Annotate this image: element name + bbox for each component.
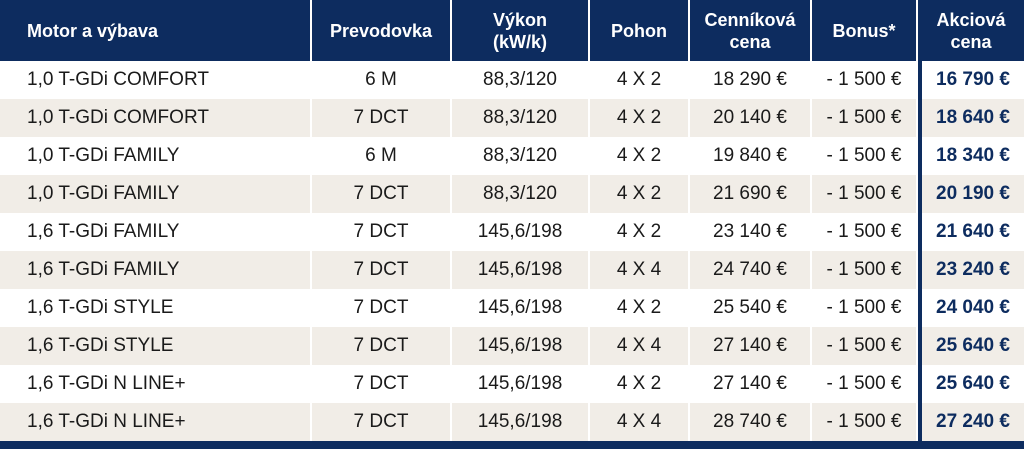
table-row: 1,0 T-GDi COMFORT 6 M 88,3/120 4 X 2 18 … <box>0 61 1024 99</box>
cell-pohon: 4 X 2 <box>590 365 690 403</box>
cell-cennikova-cena: 25 540 € <box>690 289 812 327</box>
cell-motor: 1,0 T-GDi COMFORT <box>0 61 312 99</box>
cell-bonus: - 1 500 € <box>812 99 918 137</box>
header-pohon: Pohon <box>590 0 690 61</box>
cell-motor: 1,6 T-GDi FAMILY <box>0 213 312 251</box>
cell-vykon: 145,6/198 <box>452 289 590 327</box>
cell-cennikova-cena: 27 140 € <box>690 365 812 403</box>
cell-motor: 1,6 T-GDi STYLE <box>0 327 312 365</box>
cell-akciova-cena: 20 190 € <box>918 175 1024 213</box>
cell-prevodovka: 7 DCT <box>312 403 452 441</box>
cell-motor: 1,0 T-GDi FAMILY <box>0 175 312 213</box>
cell-akciova-cena: 25 640 € <box>918 327 1024 365</box>
cell-motor: 1,0 T-GDi FAMILY <box>0 137 312 175</box>
cell-vykon: 145,6/198 <box>452 403 590 441</box>
cell-akciova-cena: 18 340 € <box>918 137 1024 175</box>
header-akciova-cena: Akciová cena <box>936 9 1006 52</box>
cell-prevodovka: 7 DCT <box>312 213 452 251</box>
cell-prevodovka: 7 DCT <box>312 175 452 213</box>
table-row: 1,6 T-GDi N LINE+ 7 DCT 145,6/198 4 X 4 … <box>0 403 1024 441</box>
cell-bonus: - 1 500 € <box>812 137 918 175</box>
table-row: 1,6 T-GDi N LINE+ 7 DCT 145,6/198 4 X 2 … <box>0 365 1024 403</box>
cell-motor: 1,0 T-GDi COMFORT <box>0 99 312 137</box>
cell-vykon: 145,6/198 <box>452 327 590 365</box>
table-row: 1,0 T-GDi COMFORT 7 DCT 88,3/120 4 X 2 2… <box>0 99 1024 137</box>
cell-motor: 1,6 T-GDi FAMILY <box>0 251 312 289</box>
cell-vykon: 145,6/198 <box>452 365 590 403</box>
cell-akciova-cena: 25 640 € <box>918 365 1024 403</box>
cell-prevodovka: 7 DCT <box>312 251 452 289</box>
cell-bonus: - 1 500 € <box>812 61 918 99</box>
header-bonus: Bonus* <box>812 0 918 61</box>
table-row: 1,0 T-GDi FAMILY 7 DCT 88,3/120 4 X 2 21… <box>0 175 1024 213</box>
cell-cennikova-cena: 28 740 € <box>690 403 812 441</box>
cell-bonus: - 1 500 € <box>812 327 918 365</box>
cell-akciova-cena: 16 790 € <box>918 61 1024 99</box>
cell-cennikova-cena: 21 690 € <box>690 175 812 213</box>
cell-vykon: 88,3/120 <box>452 61 590 99</box>
cell-motor: 1,6 T-GDi N LINE+ <box>0 403 312 441</box>
table-header: Motor a výbava Prevodovka Výkon (kW/k) P… <box>0 0 1024 61</box>
table-bottom-bar <box>0 441 1024 449</box>
cell-bonus: - 1 500 € <box>812 213 918 251</box>
cell-cennikova-cena: 18 290 € <box>690 61 812 99</box>
cell-cennikova-cena: 27 140 € <box>690 327 812 365</box>
cell-cennikova-cena: 19 840 € <box>690 137 812 175</box>
cell-bonus: - 1 500 € <box>812 365 918 403</box>
table-row: 1,6 T-GDi FAMILY 7 DCT 145,6/198 4 X 2 2… <box>0 213 1024 251</box>
cell-pohon: 4 X 2 <box>590 137 690 175</box>
header-cennikova-cena: Cenníková cena <box>690 0 812 61</box>
cell-vykon: 88,3/120 <box>452 175 590 213</box>
table-row: 1,6 T-GDi FAMILY 7 DCT 145,6/198 4 X 4 2… <box>0 251 1024 289</box>
header-motor: Motor a výbava <box>0 0 312 61</box>
cell-pohon: 4 X 2 <box>590 99 690 137</box>
cell-vykon: 145,6/198 <box>452 251 590 289</box>
table-row: 1,6 T-GDi STYLE 7 DCT 145,6/198 4 X 2 25… <box>0 289 1024 327</box>
cell-bonus: - 1 500 € <box>812 251 918 289</box>
cell-akciova-cena: 24 040 € <box>918 289 1024 327</box>
cell-pohon: 4 X 2 <box>590 175 690 213</box>
cell-cennikova-cena: 24 740 € <box>690 251 812 289</box>
cell-akciova-cena: 23 240 € <box>918 251 1024 289</box>
cell-bonus: - 1 500 € <box>812 175 918 213</box>
cell-pohon: 4 X 2 <box>590 213 690 251</box>
cell-cennikova-cena: 23 140 € <box>690 213 812 251</box>
cell-prevodovka: 7 DCT <box>312 327 452 365</box>
cell-pohon: 4 X 4 <box>590 327 690 365</box>
cell-pohon: 4 X 2 <box>590 61 690 99</box>
cell-prevodovka: 7 DCT <box>312 289 452 327</box>
cell-pohon: 4 X 4 <box>590 403 690 441</box>
cell-motor: 1,6 T-GDi N LINE+ <box>0 365 312 403</box>
cell-prevodovka: 7 DCT <box>312 99 452 137</box>
cell-akciova-cena: 27 240 € <box>918 403 1024 441</box>
cell-vykon: 88,3/120 <box>452 99 590 137</box>
cell-pohon: 4 X 4 <box>590 251 690 289</box>
cell-bonus: - 1 500 € <box>812 289 918 327</box>
header-prevodovka: Prevodovka <box>312 0 452 61</box>
cell-motor: 1,6 T-GDi STYLE <box>0 289 312 327</box>
cell-prevodovka: 6 M <box>312 137 452 175</box>
cell-prevodovka: 7 DCT <box>312 365 452 403</box>
cell-akciova-cena: 21 640 € <box>918 213 1024 251</box>
cell-prevodovka: 6 M <box>312 61 452 99</box>
table-row: 1,0 T-GDi FAMILY 6 M 88,3/120 4 X 2 19 8… <box>0 137 1024 175</box>
cell-bonus: - 1 500 € <box>812 403 918 441</box>
cell-vykon: 145,6/198 <box>452 213 590 251</box>
cell-pohon: 4 X 2 <box>590 289 690 327</box>
cell-akciova-cena: 18 640 € <box>918 99 1024 137</box>
table-body: 1,0 T-GDi COMFORT 6 M 88,3/120 4 X 2 18 … <box>0 61 1024 441</box>
cell-vykon: 88,3/120 <box>452 137 590 175</box>
cell-cennikova-cena: 20 140 € <box>690 99 812 137</box>
header-vykon: Výkon (kW/k) <box>452 0 590 61</box>
table-row: 1,6 T-GDi STYLE 7 DCT 145,6/198 4 X 4 27… <box>0 327 1024 365</box>
